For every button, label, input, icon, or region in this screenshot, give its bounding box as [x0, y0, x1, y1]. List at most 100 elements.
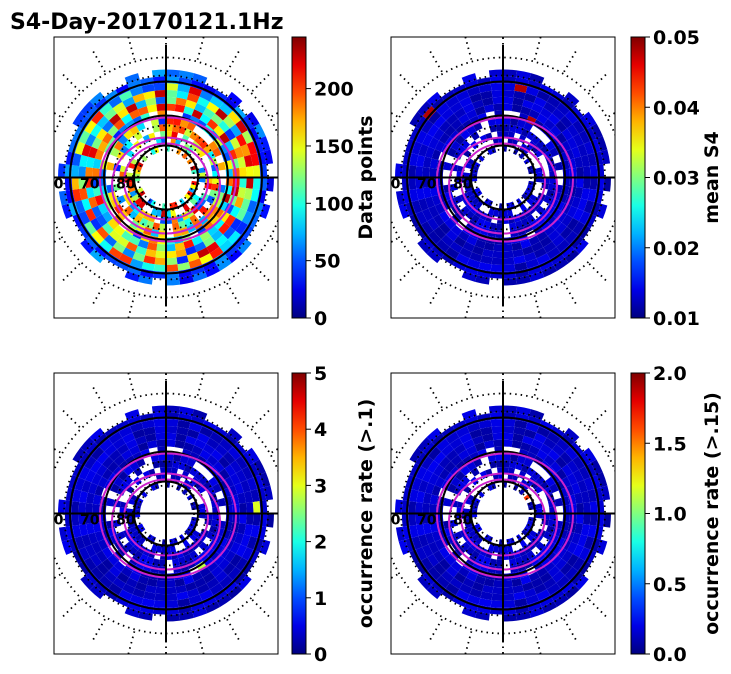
heatmap-cell	[74, 200, 86, 214]
heatmap-cell	[245, 502, 254, 514]
heatmap-cell	[539, 443, 553, 455]
heatmap-cell	[223, 562, 236, 576]
colorbar-tick-label: 3	[314, 475, 327, 497]
heatmap-cell	[528, 571, 540, 582]
latitude-label: 60	[44, 513, 64, 529]
heatmap-cell	[436, 438, 450, 452]
dotted-radial	[588, 599, 609, 619]
heatmap-cell	[547, 565, 561, 578]
heatmap-cell	[78, 130, 91, 145]
heatmap-cell	[450, 118, 463, 131]
heatmap-cell	[578, 130, 591, 145]
heatmap-cell	[574, 492, 583, 504]
heatmap-cell	[518, 134, 527, 144]
heatmap-cell	[422, 177, 430, 189]
heatmap-cell	[429, 494, 439, 505]
colorbar-label: occurrence rate (>.15)	[701, 392, 723, 635]
heatmap-cell	[227, 566, 241, 581]
heatmap-cell	[106, 497, 115, 507]
heatmap-cell	[153, 600, 166, 608]
colorbar-tick-label: 0.04	[653, 97, 700, 119]
heatmap-cell	[172, 558, 180, 567]
heatmap-cell	[543, 486, 553, 496]
heatmap-cell	[196, 583, 210, 595]
heatmap-cell	[239, 177, 247, 189]
heatmap-cell	[237, 492, 246, 504]
heatmap-cell	[94, 244, 109, 258]
heatmap-cell	[229, 460, 242, 474]
heatmap-cell	[576, 502, 584, 514]
heatmap-cell	[566, 553, 579, 567]
heatmap-cell	[572, 456, 585, 470]
heatmap-cell	[496, 124, 503, 132]
heatmap-cell	[102, 456, 114, 469]
heatmap-cell	[185, 435, 197, 446]
heatmap-cell	[246, 200, 258, 214]
heatmap-cell	[79, 524, 89, 537]
colorbar	[291, 36, 307, 319]
heatmap-cell	[235, 544, 247, 558]
heatmap-cell	[415, 115, 429, 131]
dotted-radial	[397, 599, 418, 619]
heatmap-cell	[122, 96, 136, 108]
heatmap-cell	[208, 189, 218, 198]
heatmap-cell	[480, 90, 493, 100]
heatmap-cell	[411, 536, 423, 550]
heatmap-cell	[493, 243, 503, 252]
heatmap-cell	[536, 230, 548, 242]
heatmap-cell	[533, 96, 547, 108]
heatmap-cell	[250, 489, 260, 503]
heatmap-cell	[183, 128, 193, 138]
heatmap-cell	[453, 443, 467, 455]
heatmap-cell	[219, 547, 230, 559]
heatmap-cell	[513, 255, 526, 265]
heatmap-cell	[170, 545, 177, 553]
heatmap-cell	[425, 196, 435, 209]
heatmap-cell	[92, 494, 102, 505]
colorbar-label: occurrence rate (>.1)	[355, 399, 377, 629]
heatmap-cell	[493, 103, 503, 112]
heatmap-cell	[208, 214, 220, 225]
heatmap-cell	[418, 198, 429, 211]
heatmap-cell	[86, 523, 95, 535]
heatmap-cell	[417, 239, 432, 254]
heatmap-cell	[489, 558, 497, 567]
heatmap-cell	[108, 95, 123, 109]
heatmap-cell	[560, 226, 573, 240]
heatmap-cell	[90, 124, 103, 138]
heatmap-cell	[206, 224, 219, 237]
heatmap-cell	[425, 532, 435, 545]
heatmap-cell	[587, 524, 597, 538]
heatmap-cell	[543, 118, 556, 131]
heatmap-cell	[223, 433, 238, 447]
heatmap-cell	[133, 467, 143, 477]
heatmap-cell	[191, 235, 203, 246]
heatmap-cell	[423, 492, 432, 504]
heatmap-cell	[85, 234, 100, 250]
dotted-radial	[608, 573, 615, 580]
heatmap-cell	[516, 455, 527, 465]
heatmap-cell	[219, 468, 230, 480]
heatmap-cell	[561, 214, 573, 227]
heatmap-cell	[97, 140, 108, 152]
heatmap-cell	[108, 431, 123, 445]
heatmap-cell	[458, 449, 470, 461]
heatmap-cell	[431, 149, 442, 161]
heatmap-cell	[444, 125, 456, 137]
heatmap-cell	[421, 557, 434, 571]
heatmap-cell	[560, 115, 573, 129]
heatmap-cell	[525, 258, 540, 269]
heatmap-cell	[104, 108, 117, 121]
heatmap-cell	[102, 132, 113, 144]
heatmap-cell	[196, 432, 210, 444]
heatmap-cell	[474, 575, 486, 585]
heatmap-cell	[516, 611, 531, 621]
heatmap-cell	[212, 513, 220, 521]
heatmap-cell	[159, 124, 166, 132]
heatmap-cell	[108, 113, 122, 126]
heatmap-cell	[468, 529, 477, 538]
latitude-label: 80	[116, 513, 136, 529]
heatmap-cell	[583, 141, 595, 155]
heatmap-cell	[237, 156, 246, 168]
heatmap-cell	[474, 200, 484, 209]
